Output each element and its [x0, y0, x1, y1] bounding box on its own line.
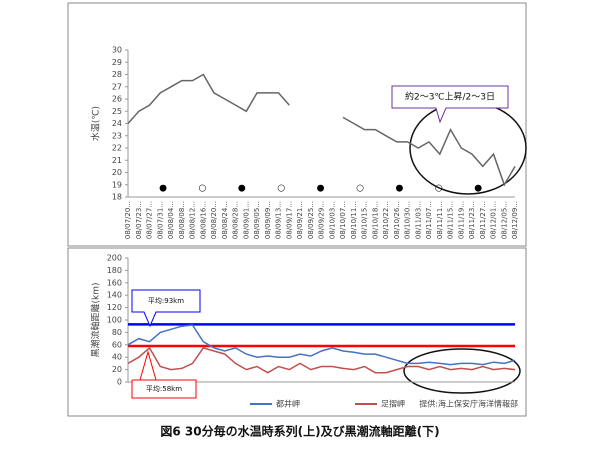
- x-tick-label: 08/09/13...: [275, 201, 283, 239]
- x-tick-label: 08/09/01...: [242, 201, 250, 239]
- x-tick-label: 08/10/11...: [350, 201, 358, 239]
- x-tick-label: 08/11/27...: [479, 201, 487, 239]
- x-tick-label: 08/10/26...: [393, 201, 401, 239]
- caption: 図6 30分毎の水温時系列(上)及び黒潮流軸距離(下): [160, 424, 439, 439]
- x-tick-label: 08/10/07...: [339, 201, 347, 239]
- y-tick-label: 200: [107, 254, 122, 263]
- y-tick-label: 18: [112, 193, 122, 202]
- annotation-box: [391, 85, 509, 124]
- x-tick-label: 08/08/12...: [189, 201, 197, 239]
- y-axis-label: 水温(℃): [90, 106, 102, 141]
- moon-marker: ○: [198, 184, 206, 194]
- x-tick-label: 08/11/19...: [457, 201, 465, 239]
- x-tick-label: 08/09/21...: [296, 201, 304, 239]
- moon-marker: ●: [474, 184, 482, 194]
- y-axis-label: 黒潮流軸距離(km): [90, 282, 102, 357]
- x-tick-label: 08/08/08...: [178, 201, 186, 239]
- y-tick-label: 23: [112, 131, 122, 140]
- y-tick-label: 20: [112, 365, 122, 374]
- callout-box: [131, 289, 201, 328]
- x-tick-label: 08/12/05...: [500, 201, 508, 239]
- y-tick-label: 22: [112, 144, 122, 153]
- legend-label: 都井岬: [276, 399, 300, 409]
- highlight-ellipse: [403, 348, 521, 394]
- bottom-panel: [67, 247, 527, 417]
- x-tick-label: 08/10/18...: [371, 201, 379, 239]
- series-line: [127, 324, 516, 366]
- x-tick-label: 08/09/05...: [253, 201, 261, 239]
- moon-marker: ●: [317, 184, 325, 194]
- callout-box: [131, 350, 197, 399]
- moon-marker: ●: [395, 184, 403, 194]
- x-tick-label: 08/11/11...: [436, 201, 444, 239]
- y-tick-label: 20: [112, 168, 122, 177]
- callout-label: 平均:93km: [148, 296, 184, 305]
- callout-label: 平均:58km: [146, 384, 182, 393]
- x-tick-label: 08/08/16...: [199, 201, 207, 239]
- x-tick-label: 08/07/20...: [124, 201, 132, 239]
- legend-label: 足摺岬: [381, 399, 405, 409]
- top-panel: [67, 2, 527, 247]
- x-tick-label: 08/09/17...: [285, 201, 293, 239]
- x-tick-label: 08/10/22...: [382, 201, 390, 239]
- x-tick-label: 08/08/04...: [167, 201, 175, 239]
- x-tick-label: 08/07/27...: [146, 201, 154, 239]
- series-line: [127, 73, 516, 187]
- x-tick-label: 08/11/15...: [447, 201, 455, 239]
- series-line: [127, 346, 516, 374]
- y-tick-label: 140: [107, 291, 122, 300]
- x-tick-label: 08/10/30...: [404, 201, 412, 239]
- y-tick-label: 19: [112, 180, 122, 189]
- y-tick-label: 24: [112, 119, 122, 128]
- source: 提供:海上保安庁海洋情報部: [419, 399, 518, 409]
- x-tick-label: 08/07/23...: [135, 201, 143, 239]
- moon-marker: ●: [238, 184, 246, 194]
- y-tick-label: 25: [112, 107, 122, 116]
- x-tick-label: 08/11/07...: [425, 201, 433, 239]
- x-tick-label: 08/07/31...: [156, 201, 164, 239]
- x-tick-label: 08/08/20...: [210, 201, 218, 239]
- x-tick-label: 08/11/23...: [468, 201, 476, 239]
- y-tick-label: 180: [107, 266, 122, 275]
- x-tick-label: 08/09/25...: [307, 201, 315, 239]
- y-tick-label: 40: [112, 353, 122, 362]
- moon-marker: ○: [435, 184, 443, 194]
- x-tick-label: 08/12/09...: [511, 201, 519, 239]
- y-tick-label: 80: [112, 328, 122, 337]
- annotation: 約2～3℃上昇/2～3日: [405, 91, 495, 103]
- x-tick-label: 08/09/29...: [318, 201, 326, 239]
- x-tick-label: 08/10/03...: [328, 201, 336, 239]
- y-tick-label: 21: [112, 156, 122, 165]
- y-tick-label: 28: [112, 70, 122, 79]
- moon-marker: ●: [159, 184, 167, 194]
- y-tick-label: 120: [107, 303, 122, 312]
- y-tick-label: 26: [112, 95, 122, 104]
- y-tick-label: 0: [117, 378, 122, 387]
- moon-marker: ○: [356, 184, 364, 194]
- highlight-ellipse: [409, 101, 527, 195]
- y-tick-label: 30: [112, 46, 122, 55]
- x-tick-label: 08/08/28...: [232, 201, 240, 239]
- x-tick-label: 08/12/01...: [490, 201, 498, 239]
- x-tick-label: 08/09/09...: [264, 201, 272, 239]
- x-tick-label: 08/11/03...: [414, 201, 422, 239]
- y-tick-label: 60: [112, 340, 122, 349]
- moon-marker: ○: [277, 184, 285, 194]
- y-tick-label: 27: [112, 82, 122, 91]
- y-tick-label: 100: [107, 316, 122, 325]
- y-tick-label: 160: [107, 278, 122, 287]
- y-tick-label: 29: [112, 58, 122, 67]
- x-tick-label: 08/08/24...: [221, 201, 229, 239]
- x-tick-label: 08/10/15...: [361, 201, 369, 239]
